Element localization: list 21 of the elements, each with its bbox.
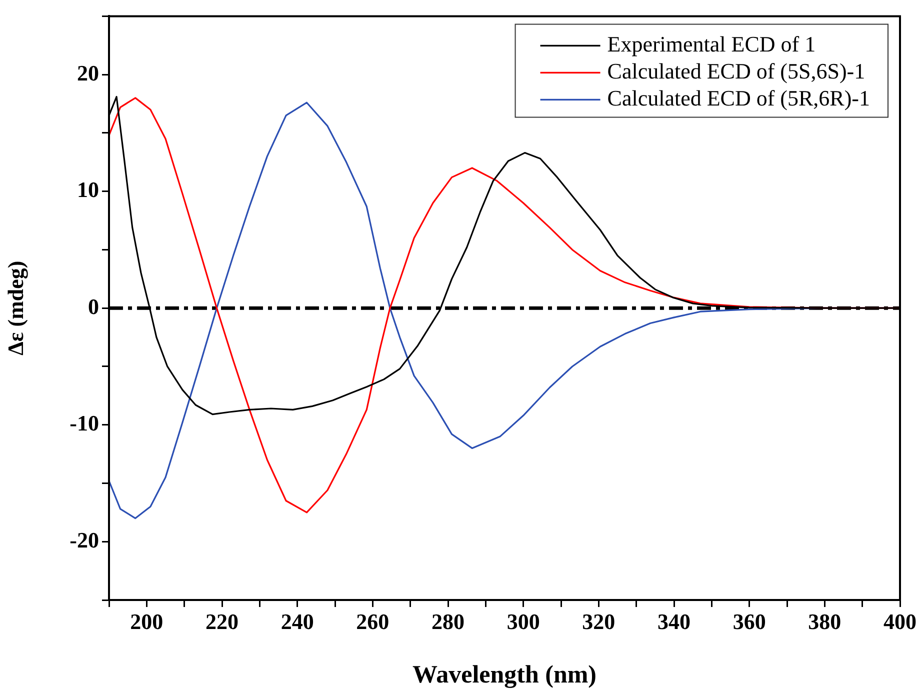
y-tick-label: 10 xyxy=(77,177,99,202)
legend-label: Calculated ECD of (5S,6S)-1 xyxy=(607,58,866,84)
x-axis-title: Wavelength (nm) xyxy=(412,661,597,688)
legend-label: Calculated ECD of (5R,6R)-1 xyxy=(607,85,870,110)
x-tick-label: 200 xyxy=(130,608,164,634)
y-tick-label: -20 xyxy=(70,527,99,552)
x-tick-label: 300 xyxy=(506,608,540,634)
x-tick-label: 280 xyxy=(432,608,464,634)
x-tick-label: 320 xyxy=(582,608,616,634)
x-tick-label: 400 xyxy=(884,608,916,634)
y-axis-title: Δε (mdeg) xyxy=(2,260,28,356)
x-tick-label: 360 xyxy=(732,608,766,634)
legend-label: Experimental ECD of 1 xyxy=(607,31,816,56)
x-tick-label: 240 xyxy=(280,608,314,634)
x-tick-label: 220 xyxy=(206,608,238,634)
x-tick-label: 260 xyxy=(356,608,390,634)
y-tick-label: -10 xyxy=(70,410,99,436)
y-tick-label: 20 xyxy=(77,60,99,86)
x-tick-label: 380 xyxy=(808,608,842,634)
y-tick-label: 0 xyxy=(88,294,99,319)
x-tick-label: 340 xyxy=(658,608,690,634)
